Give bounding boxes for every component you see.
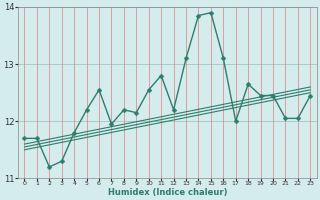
X-axis label: Humidex (Indice chaleur): Humidex (Indice chaleur): [108, 188, 227, 197]
